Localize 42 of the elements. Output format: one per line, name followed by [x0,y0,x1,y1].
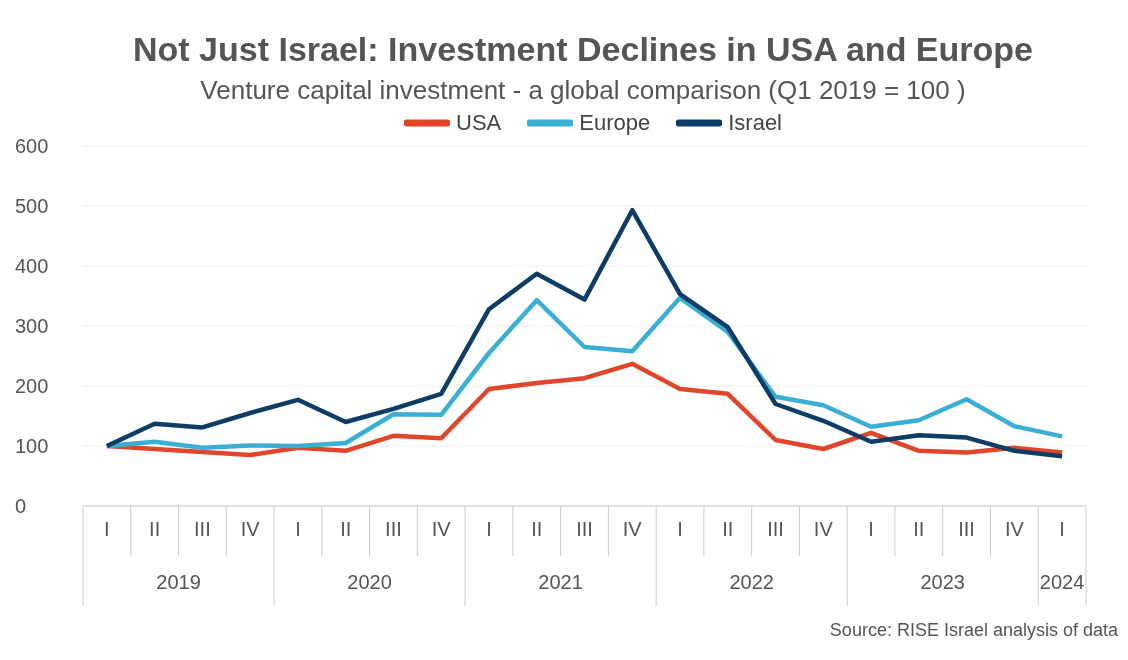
source-note: Source: RISE Israel analysis of data [828,620,1118,641]
text: 2024 [1039,571,1085,593]
x-tick-label: IV [622,518,643,540]
chart-title: Not Just Israel: Investment Declines in USA and Europe [132,30,1034,69]
y-tick-label: 0 [15,495,27,518]
x-tick-label: II [149,518,161,540]
y-tick-label: 400 [15,255,49,278]
x-tick-label: II [531,518,543,540]
y-tick-label: 500 [15,195,49,218]
text: 2021 [538,571,583,593]
text: 2022 [729,571,774,593]
text: 2019 [156,571,201,593]
x-tick-label: I [104,518,110,540]
x-tick-label: III [958,518,975,540]
x-tick-label: I [1059,518,1065,540]
x-tick-label: III [194,518,211,540]
x-tick-label: IV [813,518,834,540]
x-tick-label: IV [431,518,452,540]
x-tick-label: I [486,518,492,540]
y-tick-label: 600 [15,135,49,158]
x-tick-label: IV [240,518,261,540]
x-tick-label: IV [1004,518,1025,540]
text: 2020 [347,571,392,593]
legend-label: Europe [578,110,651,136]
x-tick-label: I [868,518,874,540]
chart-subtitle: Venture capital investment - a global comparison (Q1 2019 = 100 ) [199,75,967,106]
line-series [104,295,1065,451]
x-tick-label: III [767,518,784,540]
x-tick-label: II [340,518,352,540]
y-tick-label: 200 [15,375,49,398]
x-tick-label: I [295,518,301,540]
x-tick-label: III [576,518,593,540]
line-series [104,207,1065,459]
text: 2023 [920,571,965,593]
x-tick-label: II [913,518,925,540]
y-tick-label: 100 [15,435,49,458]
legend-label: Israel [727,110,782,136]
y-tick-label: 300 [15,315,49,338]
legend-label: USA [455,110,502,136]
x-tick-label: I [677,518,683,540]
x-tick-label: III [385,518,402,540]
x-tick-label: II [722,518,734,540]
